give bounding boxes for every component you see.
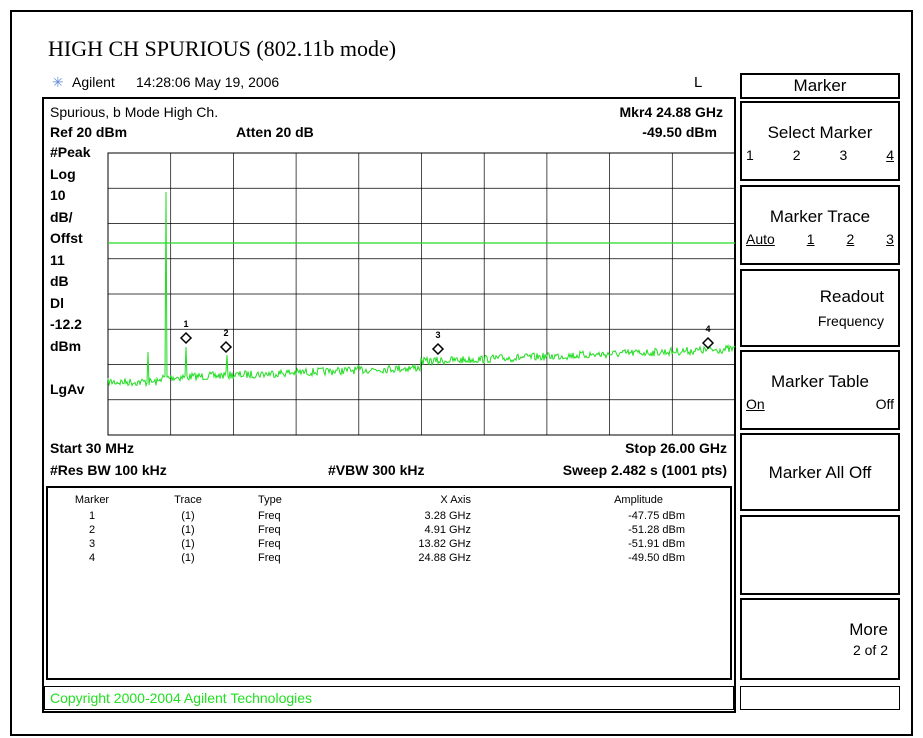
marker-number: 2 <box>223 328 228 338</box>
page-title: HIGH CH SPURIOUS (802.11b mode) <box>48 36 397 61</box>
marker-number: 3 <box>435 330 440 340</box>
table-cell: 4.91 GHz <box>424 524 471 536</box>
marker-diamond <box>701 336 715 350</box>
table-cell: Freq <box>258 524 281 536</box>
softkey-trace[interactable]: Marker Trace Auto 1 2 3 <box>740 185 900 265</box>
table-cell: (1) <box>181 524 195 536</box>
table-header: Trace <box>174 494 202 506</box>
ref-level: Ref 20 dBm <box>50 124 128 140</box>
options: Auto 1 2 3 <box>746 231 894 247</box>
marker-number: 4 <box>705 324 710 334</box>
table-cell: Freq <box>258 538 281 550</box>
marker-diamond <box>179 331 193 345</box>
softkey-all-off[interactable]: Marker All Off <box>740 433 900 511</box>
side-label: -12.2 <box>50 316 82 332</box>
left-labels: #Peak Log 10 dB/Offst 11 dB Dl -12.2 dBm LgAv <box>50 142 90 400</box>
options: 1 2 3 4 <box>746 147 894 163</box>
mode: L <box>694 74 703 91</box>
table-cell: -51.91 dBm <box>628 538 685 550</box>
table-cell: Freq <box>258 510 281 522</box>
trace-name: Spurious, b Mode High Ch. <box>50 104 219 120</box>
table-header: X Axis <box>440 494 471 506</box>
rbw: #Res BW 100 kHz <box>50 462 167 478</box>
option: 2 <box>792 147 801 163</box>
timestamp: 14:28:06 May 19, 2006 <box>136 74 280 90</box>
side-label: #Peak <box>50 144 91 160</box>
page: 2 of 2 <box>852 642 888 658</box>
table-header: Type <box>258 494 282 506</box>
softkey-select[interactable]: Select Marker 1 2 3 4 <box>740 101 900 181</box>
side-label: 11 <box>50 251 65 268</box>
option: 3 <box>886 231 894 247</box>
side-label: Dl <box>50 294 64 311</box>
table-cell: Freq <box>258 552 281 564</box>
label: Select Marker <box>767 123 873 142</box>
marker-number: 1 <box>183 319 188 329</box>
table-cell: 3 <box>88 538 96 550</box>
table-cell: 2 <box>88 524 96 536</box>
table-cell: 4 <box>88 552 96 564</box>
table-cell: (1) <box>181 538 195 550</box>
option: 3 <box>839 147 848 163</box>
side-label: dB/ <box>50 208 73 225</box>
option: 4 <box>886 147 894 163</box>
label: Marker Trace <box>769 207 871 226</box>
table-cell: (1) <box>181 510 195 522</box>
table-cell: 13.82 GHz <box>418 538 471 550</box>
value: Frequency <box>817 313 884 329</box>
softkey-footer <box>740 686 900 710</box>
start-freq: Start 30 MHz <box>50 440 135 456</box>
table-cell: (1) <box>181 552 195 564</box>
label: Marker Table <box>771 372 869 391</box>
brand: Agilent <box>72 74 115 90</box>
marker-freq: Mkr4 24.88 GHz <box>619 104 724 120</box>
table-cell: 24.88 GHz <box>418 552 471 564</box>
table-cell: -51.28 dBm <box>628 524 685 536</box>
vbw: #VBW 300 kHz <box>328 462 425 478</box>
logo: ✳ <box>52 74 64 90</box>
marker-table <box>46 486 732 680</box>
option: Auto <box>746 231 775 247</box>
spectrum-trace <box>107 191 736 388</box>
sweep: Sweep 2.482 s (1001 pts) <box>562 462 727 478</box>
option: 1 <box>806 231 815 247</box>
side-label: dB <box>50 273 69 289</box>
stop-freq: Stop 26.00 GHz <box>625 440 727 456</box>
softkey-blank[interactable] <box>740 515 900 595</box>
table-cell: -49.50 dBm <box>628 552 685 564</box>
label: Marker All Off <box>768 463 872 482</box>
options: On Off <box>746 396 894 412</box>
option: 1 <box>746 147 754 163</box>
table-header: Marker <box>74 494 110 506</box>
marker-diamond <box>219 340 233 354</box>
frame <box>10 10 913 736</box>
marker-diamond <box>431 342 445 356</box>
option: On <box>746 396 765 412</box>
attenuation: Atten 20 dB <box>236 124 314 140</box>
copyright-bar <box>44 686 734 710</box>
label: Readout <box>819 287 884 306</box>
menu-title: Marker <box>740 73 900 99</box>
table-header: Amplitude <box>614 494 663 506</box>
side-label: 10 <box>50 187 66 203</box>
side-label: LgAv <box>50 380 85 397</box>
side-label: Log <box>50 165 76 182</box>
copyright: Copyright 2000-2004 Agilent Technologies <box>50 690 313 706</box>
option: 2 <box>846 231 855 247</box>
table-cell: -47.75 dBm <box>628 510 685 522</box>
softkey-more[interactable]: More 2 of 2 <box>740 598 900 680</box>
marker-amp: -49.50 dBm <box>642 124 717 140</box>
softkey-readout[interactable]: Readout Frequency <box>740 269 900 347</box>
table-cell: 1 <box>88 510 96 522</box>
softkey-table[interactable]: Marker Table On Off <box>740 350 900 430</box>
side-label: Offst <box>50 230 83 246</box>
table-cell: 3.28 GHz <box>424 510 471 522</box>
label: More <box>849 620 888 639</box>
side-label: dBm <box>50 337 82 354</box>
option: Off <box>875 396 894 412</box>
